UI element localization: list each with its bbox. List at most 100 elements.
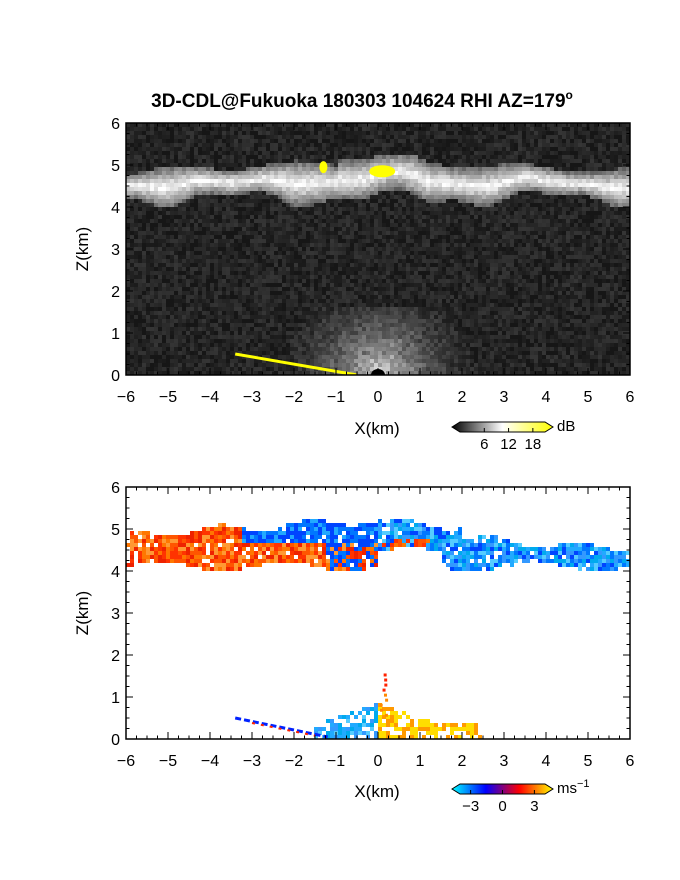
backscatter-cell — [262, 187, 266, 191]
backscatter-cell — [242, 295, 246, 299]
backscatter-cell — [154, 311, 158, 315]
backscatter-cell — [410, 151, 414, 155]
backscatter-cell — [430, 367, 434, 371]
backscatter-cell — [286, 143, 290, 147]
backscatter-cell — [338, 347, 342, 351]
backscatter-cell — [446, 123, 450, 127]
backscatter-cell — [206, 147, 210, 151]
backscatter-cell — [354, 135, 358, 139]
backscatter-cell — [206, 183, 210, 187]
backscatter-cell — [158, 183, 162, 187]
backscatter-cell — [166, 167, 170, 171]
backscatter-cell — [346, 327, 350, 331]
backscatter-cell — [362, 227, 366, 231]
backscatter-cell — [298, 323, 302, 327]
backscatter-cell — [142, 195, 146, 199]
backscatter-cell — [182, 327, 186, 331]
backscatter-cell — [350, 219, 354, 223]
backscatter-cell — [258, 271, 262, 275]
backscatter-cell — [158, 279, 162, 283]
backscatter-cell — [446, 311, 450, 315]
backscatter-cell — [394, 211, 398, 215]
backscatter-cell — [318, 187, 322, 191]
backscatter-cell — [154, 251, 158, 255]
backscatter-cell — [262, 287, 266, 291]
backscatter-cell — [350, 291, 354, 295]
backscatter-cell — [358, 167, 362, 171]
backscatter-cell — [370, 147, 374, 151]
backscatter-cell — [238, 311, 242, 315]
backscatter-cell — [138, 323, 142, 327]
backscatter-cell — [290, 171, 294, 175]
backscatter-cell — [370, 215, 374, 219]
backscatter-cell — [186, 231, 190, 235]
backscatter-cell — [246, 151, 250, 155]
backscatter-cell — [418, 143, 422, 147]
backscatter-cell — [450, 127, 454, 131]
backscatter-cell — [402, 163, 406, 167]
backscatter-cell — [158, 199, 162, 203]
backscatter-cell — [394, 327, 398, 331]
backscatter-cell — [266, 135, 270, 139]
backscatter-cell — [186, 199, 190, 203]
backscatter-cell — [330, 335, 334, 339]
backscatter-cell — [294, 211, 298, 215]
backscatter-cell — [470, 211, 474, 215]
backscatter-cell — [446, 223, 450, 227]
backscatter-cell — [334, 235, 338, 239]
backscatter-cell — [374, 327, 378, 331]
backscatter-cell — [318, 215, 322, 219]
backscatter-cell — [470, 187, 474, 191]
backscatter-cell — [214, 283, 218, 287]
backscatter-cell — [130, 271, 134, 275]
backscatter-cell — [334, 311, 338, 315]
backscatter-cell — [162, 307, 166, 311]
backscatter-cell — [330, 299, 334, 303]
backscatter-cell — [322, 327, 326, 331]
backscatter-cell — [430, 295, 434, 299]
backscatter-cell — [446, 251, 450, 255]
backscatter-cell — [170, 243, 174, 247]
backscatter-cell — [154, 131, 158, 135]
backscatter-cell — [210, 195, 214, 199]
backscatter-cell — [290, 347, 294, 351]
backscatter-cell — [150, 247, 154, 251]
backscatter-cell — [438, 291, 442, 295]
backscatter-cell — [310, 159, 314, 163]
backscatter-cell — [402, 351, 406, 355]
backscatter-cell — [334, 147, 338, 151]
backscatter-cell — [214, 291, 218, 295]
backscatter-cell — [410, 127, 414, 131]
backscatter-cell — [310, 155, 314, 159]
backscatter-cell — [246, 271, 250, 275]
backscatter-cell — [306, 351, 310, 355]
backscatter-cell — [230, 219, 234, 223]
backscatter-cell — [158, 231, 162, 235]
backscatter-cell — [466, 219, 470, 223]
backscatter-cell — [378, 223, 382, 227]
backscatter-cell — [410, 183, 414, 187]
backscatter-cell — [250, 187, 254, 191]
backscatter-cell — [338, 199, 342, 203]
backscatter-cell — [378, 183, 382, 187]
backscatter-cell — [426, 363, 430, 367]
backscatter-cell — [238, 179, 242, 183]
backscatter-cell — [198, 307, 202, 311]
backscatter-cell — [186, 171, 190, 175]
backscatter-cell — [434, 175, 438, 179]
backscatter-cell — [162, 247, 166, 251]
backscatter-cell — [298, 127, 302, 131]
backscatter-cell — [442, 331, 446, 335]
backscatter-cell — [454, 239, 458, 243]
backscatter-cell — [402, 319, 406, 323]
backscatter-cell — [474, 367, 478, 371]
backscatter-cell — [354, 183, 358, 187]
backscatter-cell — [222, 187, 226, 191]
backscatter-cell — [390, 187, 394, 191]
backscatter-cell — [454, 211, 458, 215]
backscatter-cell — [286, 203, 290, 207]
backscatter-cell — [282, 315, 286, 319]
backscatter-cell — [430, 335, 434, 339]
backscatter-cell — [442, 215, 446, 219]
backscatter-cell — [290, 371, 294, 375]
